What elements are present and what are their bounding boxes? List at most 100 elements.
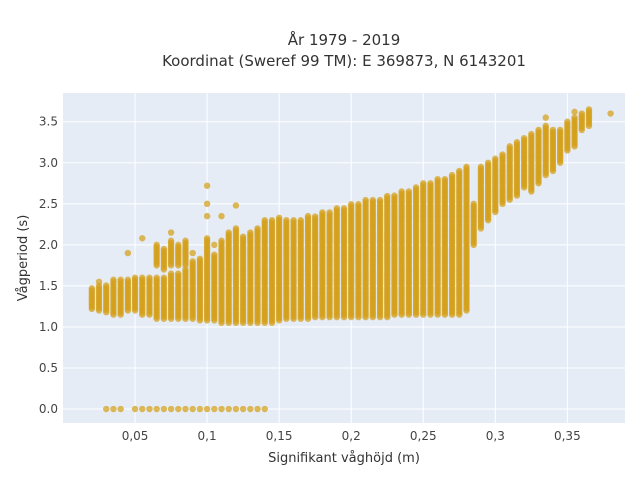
data-point — [549, 126, 557, 134]
data-point — [319, 209, 326, 216]
data-point — [232, 405, 240, 413]
y-tick-label: 2.5 — [39, 197, 58, 211]
data-point — [211, 251, 218, 258]
data-point — [160, 405, 168, 413]
data-point — [117, 276, 124, 283]
data-point — [218, 212, 225, 220]
data-point — [139, 235, 146, 242]
data-point — [189, 405, 196, 413]
data-point — [218, 237, 225, 244]
data-point — [571, 114, 578, 121]
data-point — [434, 175, 441, 183]
data-point — [355, 201, 362, 208]
data-point — [203, 405, 211, 413]
data-markers — [88, 106, 614, 413]
x-tick-label: 0,1 — [198, 429, 217, 443]
data-point — [441, 175, 449, 183]
data-point — [203, 200, 211, 208]
data-point — [542, 122, 549, 130]
y-tick-label: 0.5 — [39, 361, 58, 375]
data-point — [239, 233, 247, 240]
data-point — [110, 405, 117, 413]
data-point — [88, 285, 96, 292]
x-tick-label: 0,05 — [122, 429, 149, 443]
data-point — [146, 274, 153, 281]
data-point — [535, 126, 542, 134]
data-point — [175, 405, 182, 413]
data-point — [513, 139, 521, 146]
data-point — [167, 237, 175, 244]
data-point — [124, 249, 132, 257]
data-point — [398, 188, 405, 195]
data-point — [484, 159, 492, 166]
data-point — [477, 163, 485, 171]
data-point — [124, 276, 132, 283]
data-point — [146, 405, 153, 413]
data-point — [369, 196, 377, 204]
data-point — [340, 205, 348, 212]
data-point — [225, 229, 232, 236]
data-point — [153, 405, 160, 413]
data-point — [283, 217, 290, 224]
data-point — [225, 405, 232, 413]
y-tick-label: 0.0 — [39, 402, 58, 416]
data-point — [203, 212, 211, 220]
y-tick-labels: 0.0 0.5 1.0 1.5 2.0 2.5 3.0 3.5 — [39, 115, 58, 416]
data-point — [405, 188, 413, 195]
data-point — [463, 163, 470, 171]
data-point — [391, 192, 398, 199]
x-tick-label: 0,35 — [554, 429, 581, 443]
data-point — [175, 270, 182, 277]
y-tick-label: 1.0 — [39, 320, 58, 334]
x-tick-label: 0,2 — [342, 429, 361, 443]
data-point — [239, 405, 247, 413]
data-point — [492, 155, 499, 162]
data-point — [384, 192, 391, 200]
data-point — [189, 249, 196, 257]
x-axis-title: Signifikant våghöjd (m) — [268, 451, 420, 466]
data-point — [261, 217, 268, 224]
data-point — [254, 405, 261, 413]
data-point — [470, 200, 477, 208]
data-point — [160, 245, 168, 253]
chart-title-line2: Koordinat (Sweref 99 TM): E 369873, N 61… — [162, 52, 526, 70]
data-point — [254, 225, 261, 232]
data-point — [499, 151, 506, 158]
data-point — [131, 405, 139, 413]
y-axis-title: Vågperiod (s) — [16, 215, 31, 302]
data-point — [139, 405, 146, 413]
data-point — [448, 171, 456, 179]
data-point — [412, 184, 420, 191]
data-point — [348, 201, 355, 208]
data-point — [103, 405, 110, 413]
data-point — [556, 126, 564, 134]
data-point — [167, 405, 175, 413]
data-point — [211, 241, 218, 249]
data-point — [196, 255, 204, 263]
data-point — [182, 405, 189, 413]
chart-title-line1: År 1979 - 2019 — [288, 30, 401, 49]
data-point — [506, 143, 513, 150]
x-tick-labels: 0,05 0,1 0,15 0,2 0,25 0,3 0,35 — [122, 429, 581, 443]
data-point — [247, 405, 254, 413]
data-point — [268, 217, 276, 224]
data-point — [297, 217, 304, 224]
y-tick-label: 3.0 — [39, 156, 58, 170]
data-point — [103, 282, 110, 289]
data-point — [117, 405, 124, 413]
x-tick-label: 0,3 — [486, 429, 505, 443]
data-point — [607, 110, 614, 117]
x-tick-label: 0,25 — [410, 429, 437, 443]
data-point — [571, 108, 578, 116]
data-point — [95, 278, 103, 286]
data-point — [203, 182, 211, 189]
data-point — [110, 276, 117, 283]
data-point — [153, 241, 160, 249]
data-point — [153, 274, 160, 281]
data-point — [376, 196, 384, 204]
data-point — [247, 229, 254, 236]
y-tick-label: 2.0 — [39, 238, 58, 252]
x-tick-label: 0,15 — [266, 429, 293, 443]
data-point — [564, 118, 571, 125]
